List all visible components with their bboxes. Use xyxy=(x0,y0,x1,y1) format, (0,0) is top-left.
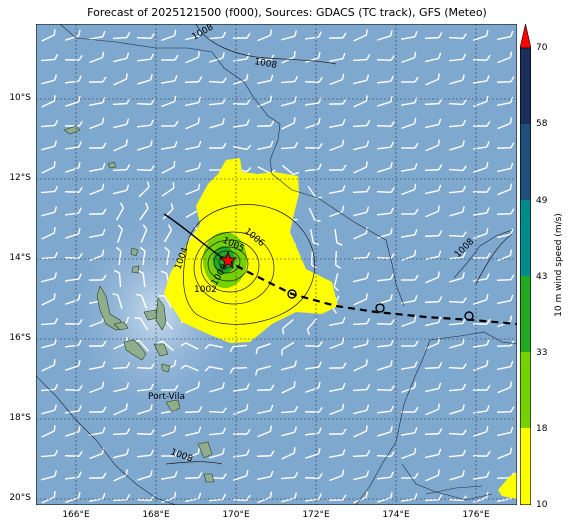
latitude-label: 14°S xyxy=(9,253,31,263)
storm-past-track xyxy=(163,213,227,261)
latitude-label: 20°S xyxy=(9,493,31,503)
latitude-label: 18°S xyxy=(9,413,31,423)
colorbar-tick-label: 49 xyxy=(536,196,548,206)
place-label-port-vila: Port-Vila xyxy=(148,392,185,402)
map-title: Forecast of 2025121500 (f000), Sources: … xyxy=(87,6,487,19)
colorbar-tick-label: 43 xyxy=(536,272,548,282)
colorbar-segment xyxy=(520,352,531,428)
longitude-label: 166°E xyxy=(62,510,90,520)
colorbar-tick-label: 10 xyxy=(536,500,548,510)
wind-area-corner xyxy=(498,472,517,499)
colorbar xyxy=(519,23,532,506)
longitude-label: 168°E xyxy=(142,510,170,520)
colorbar-title: 10 m wind speed (m/s) xyxy=(554,213,564,317)
longitude-label: 174°E xyxy=(382,510,410,520)
boundaries xyxy=(35,23,518,506)
longitude-label: 170°E xyxy=(222,510,250,520)
graticule xyxy=(36,24,517,505)
colorbar-tick-label: 18 xyxy=(536,424,548,434)
longitude-label: 176°E xyxy=(462,510,490,520)
colorbar-tick-label: 70 xyxy=(536,43,548,53)
islands xyxy=(63,125,215,483)
colorbar-segment xyxy=(520,200,531,276)
isobar-label: 1002 xyxy=(194,285,217,295)
colorbar-segment xyxy=(520,48,531,124)
latitude-label: 10°S xyxy=(9,93,31,103)
colorbar-segment xyxy=(520,276,531,352)
map-panel[interactable]: 1008 1008 1006 1005 1004 1002 1000 1008 1008 Por… xyxy=(35,22,518,506)
colorbar-segment xyxy=(520,124,531,200)
isobar-label: 1008 xyxy=(253,57,278,71)
colorbar-extend xyxy=(519,23,532,49)
colorbar-frame xyxy=(520,47,531,506)
colorbar-tick-label: 58 xyxy=(536,119,548,129)
latitude-label: 12°S xyxy=(9,173,31,183)
latitude-label: 16°S xyxy=(9,333,31,343)
isobars xyxy=(165,23,513,465)
storm-symbols xyxy=(287,289,474,321)
colorbar-segment xyxy=(520,428,531,505)
longitude-label: 172°E xyxy=(302,510,330,520)
current-position-marker[interactable] xyxy=(218,250,238,270)
colorbar-tick-label: 33 xyxy=(536,348,548,358)
